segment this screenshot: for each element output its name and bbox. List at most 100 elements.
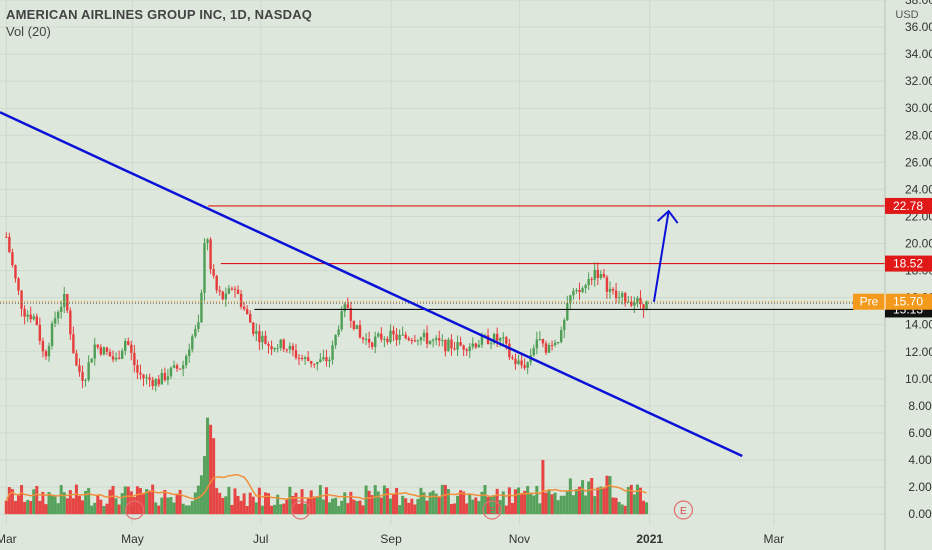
time-tick-label: May	[121, 532, 144, 546]
candle-body	[130, 344, 133, 353]
candle-body	[14, 265, 17, 279]
candle-body	[422, 332, 426, 338]
volume-bar	[93, 502, 97, 515]
price-tick-label: 10.00	[905, 372, 932, 386]
candle-body	[572, 290, 575, 296]
symbol-title[interactable]: AMERICAN AIRLINES GROUP INC, 1D, NASDAQ	[6, 7, 313, 22]
candle-body	[267, 343, 270, 347]
volume-bar	[270, 505, 274, 515]
badge-pre-label: Pre	[860, 295, 879, 309]
candle-body	[431, 339, 435, 341]
candle-body	[593, 269, 596, 280]
candle-body	[209, 239, 212, 270]
candle-body	[343, 304, 346, 312]
candle-body	[599, 273, 603, 278]
volume-bar	[59, 485, 63, 515]
candle-body	[270, 346, 273, 350]
candle-body	[245, 309, 249, 314]
volume-bar	[379, 497, 383, 515]
volume-bar	[395, 487, 399, 515]
price-tick-label: 24.00	[905, 182, 932, 196]
candle-body	[523, 365, 526, 368]
descending-trendline[interactable]	[0, 111, 743, 458]
earnings-marker[interactable]	[124, 500, 145, 520]
candle-body	[288, 345, 292, 350]
volume-bar	[407, 502, 411, 515]
earnings-marker[interactable]	[291, 500, 311, 520]
volume-bar	[376, 491, 380, 515]
volume-bar	[239, 500, 243, 515]
currency-label: USD	[895, 9, 918, 21]
volume-bar	[504, 505, 508, 515]
volume-bar	[151, 484, 155, 515]
earnings-marker[interactable]	[482, 500, 502, 520]
volume-bar	[422, 492, 426, 515]
candle-body	[17, 278, 20, 291]
volume-bar	[41, 491, 45, 515]
candle-body	[63, 294, 66, 307]
candle-body	[639, 297, 642, 305]
volume-bar	[230, 504, 234, 515]
candle-body	[410, 339, 414, 341]
candle-body	[142, 374, 145, 379]
volume-bar	[17, 495, 21, 515]
volume-bar	[13, 500, 17, 515]
volume-bar	[68, 490, 72, 515]
volume-bar	[425, 500, 429, 515]
projection-arrow[interactable]	[652, 209, 679, 302]
candle-body	[249, 313, 252, 323]
candle-body	[590, 279, 593, 281]
volume-bar	[428, 492, 432, 515]
candle-body	[114, 357, 118, 360]
volume-bar	[71, 498, 75, 515]
candle-body	[8, 236, 11, 253]
volume-bar	[77, 495, 81, 515]
candle-body	[331, 345, 334, 360]
candle-body	[566, 303, 569, 321]
candle-body	[200, 292, 203, 323]
volume-bar	[507, 487, 511, 515]
price-axis[interactable]: 0.002.004.006.008.0010.0012.0014.0016.00…	[884, 0, 932, 550]
candle-body	[416, 340, 420, 342]
candle-body	[462, 345, 465, 350]
candle-body	[273, 348, 276, 350]
candle-body	[218, 290, 221, 292]
badge-pre-value: 15.70	[893, 295, 923, 309]
time-axis[interactable]: Mar May Jul Sep Nov 2021 Mar	[0, 532, 784, 546]
volume-bar	[273, 504, 277, 515]
volume-bar	[53, 496, 57, 515]
volume-bar	[184, 505, 188, 515]
volume-bars	[4, 417, 649, 515]
horizontal-levels[interactable]	[0, 205, 885, 311]
candle-body	[72, 334, 75, 354]
candle-body	[477, 344, 481, 348]
candle-body	[300, 358, 304, 360]
candle-body	[468, 346, 471, 351]
volume-bar	[44, 504, 48, 515]
candle-body	[252, 322, 255, 334]
volume-bar	[459, 490, 463, 515]
candle-body	[346, 304, 349, 308]
candle-body	[316, 361, 319, 365]
candle-body	[309, 360, 313, 364]
volume-indicator-label[interactable]: Vol (20)	[6, 24, 51, 39]
volume-bar	[526, 486, 530, 515]
earnings-marker[interactable]	[673, 500, 693, 520]
volume-bar	[404, 498, 408, 515]
price-tick-label: 36.00	[905, 20, 932, 34]
arrow-shaft[interactable]	[652, 210, 670, 302]
earnings-label: E	[489, 506, 496, 517]
candle-body	[642, 304, 645, 311]
volume-bar	[483, 485, 487, 515]
candle-body	[69, 310, 72, 335]
candle-body	[541, 338, 545, 344]
candle-body	[544, 343, 548, 353]
badge-pre-market	[853, 293, 932, 310]
candle-body	[349, 307, 353, 321]
candle-body	[404, 334, 407, 339]
volume-bar	[419, 487, 423, 515]
volume-bar	[440, 484, 444, 515]
